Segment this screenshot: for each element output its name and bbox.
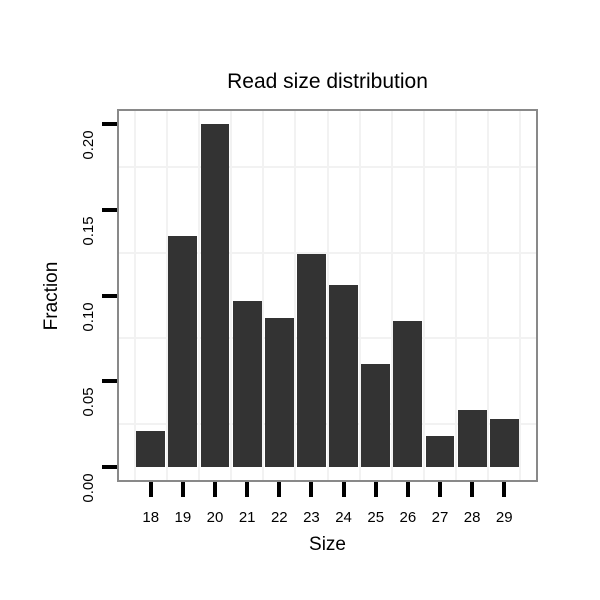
y-tick-label: 0.15 xyxy=(80,216,97,246)
y-tick-label: 0.00 xyxy=(80,473,97,503)
y-axis-tick xyxy=(102,379,117,384)
minor-gridline-vertical xyxy=(422,109,425,482)
x-axis-tick xyxy=(277,482,282,497)
bar xyxy=(168,235,198,467)
bar xyxy=(264,317,294,467)
minor-gridline-vertical xyxy=(133,109,136,482)
bar xyxy=(457,410,487,467)
x-axis-title: Size xyxy=(309,534,346,555)
bar xyxy=(329,285,359,467)
bar xyxy=(393,321,423,467)
bar xyxy=(489,418,519,467)
x-axis-tick xyxy=(180,482,185,497)
minor-gridline-vertical xyxy=(262,109,265,482)
x-axis-tick xyxy=(502,482,507,497)
plot-panel xyxy=(117,109,538,482)
minor-gridline-vertical xyxy=(326,109,329,482)
bar xyxy=(136,430,166,467)
bar xyxy=(296,254,326,467)
x-axis-tick xyxy=(309,482,314,497)
x-tick-label: 27 xyxy=(431,509,449,526)
x-tick-label: 22 xyxy=(270,509,288,526)
x-tick-label: 21 xyxy=(238,509,256,526)
minor-gridline-vertical xyxy=(358,109,361,482)
bar xyxy=(361,363,391,467)
minor-gridline-vertical xyxy=(519,109,522,482)
x-axis-tick xyxy=(148,482,153,497)
minor-gridline-vertical xyxy=(294,109,297,482)
x-axis-tick xyxy=(437,482,442,497)
minor-gridline-vertical xyxy=(165,109,168,482)
x-axis-tick xyxy=(373,482,378,497)
bar xyxy=(200,124,230,467)
x-tick-label: 24 xyxy=(335,509,352,526)
minor-gridline-vertical xyxy=(487,109,490,482)
x-axis-tick xyxy=(341,482,346,497)
y-axis-tick xyxy=(102,293,117,298)
x-tick-label: 28 xyxy=(463,509,481,526)
y-tick-label: 0.20 xyxy=(80,130,97,160)
x-axis-tick xyxy=(213,482,218,497)
y-axis-title: Fraction xyxy=(41,261,62,331)
x-tick-label: 29 xyxy=(495,509,513,526)
bar xyxy=(232,300,262,467)
y-axis-tick xyxy=(102,122,117,127)
minor-gridline-vertical xyxy=(390,109,393,482)
x-tick-label: 18 xyxy=(142,509,160,526)
y-tick-label: 0.05 xyxy=(80,387,97,417)
y-tick-label: 0.10 xyxy=(80,301,97,332)
chart-title: Read size distribution xyxy=(227,70,428,93)
x-axis-tick xyxy=(405,482,410,497)
y-axis-tick xyxy=(102,207,117,212)
x-tick-label: 26 xyxy=(399,509,417,526)
minor-gridline-vertical xyxy=(197,109,200,482)
x-tick-label: 23 xyxy=(303,509,320,526)
x-axis-tick xyxy=(470,482,475,497)
bar xyxy=(425,435,455,467)
minor-gridline-vertical xyxy=(455,109,458,482)
x-tick-label: 20 xyxy=(206,509,224,526)
minor-gridline-vertical xyxy=(230,109,233,482)
y-axis-tick xyxy=(102,464,117,469)
x-axis-tick xyxy=(245,482,250,497)
x-tick-label: 25 xyxy=(367,509,385,526)
x-tick-label: 19 xyxy=(174,509,192,526)
